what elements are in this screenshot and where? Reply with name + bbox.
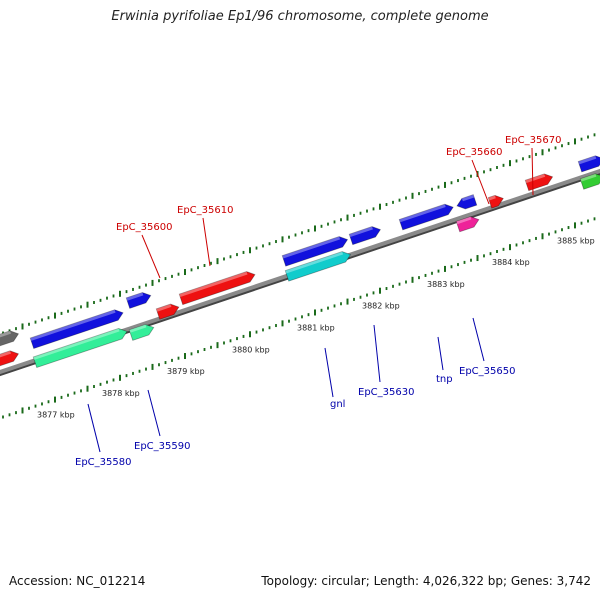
gene-label: EpC_35580 (75, 457, 131, 468)
gene-arrow (32, 328, 128, 368)
gene-arrow (284, 251, 352, 282)
scale-tick-label: 3880 kbp (232, 345, 270, 354)
gene-arrow-highlight (33, 328, 120, 360)
gene-arrow (487, 194, 504, 209)
gene-label-leader (373, 324, 381, 383)
scale-tick-label: 3877 kbp (37, 411, 75, 420)
gene-label: EpC_35650 (459, 366, 515, 377)
gene-arrow (456, 194, 478, 210)
gene-label-leader (87, 403, 101, 453)
gene-arrow-highlight (282, 236, 341, 259)
gene-label-leader (141, 234, 161, 279)
gene-arrow-highlight (30, 309, 116, 341)
gene-arrow-body (125, 292, 152, 309)
gene-arrow (579, 173, 600, 190)
gene-arrow-body (32, 328, 128, 368)
gene-arrow (281, 236, 349, 267)
gene-arrow-highlight (126, 292, 144, 301)
gene-arrow (128, 324, 155, 341)
scale-tick-label: 3884 kbp (492, 258, 530, 267)
genome-summary-text: Topology: circular; Length: 4,026,322 bp… (261, 574, 591, 588)
accession-text: Accession: NC_012214 (9, 574, 146, 588)
gene-arrow-highlight (525, 173, 546, 184)
gene-arrow-highlight (580, 173, 597, 182)
gene-arrow-body (128, 324, 155, 341)
gene-arrow (398, 203, 454, 231)
gene-arrow (125, 292, 152, 309)
gene-arrow (0, 350, 20, 370)
gene-arrow-highlight (129, 324, 147, 333)
gene-label: EpC_35660 (446, 147, 502, 158)
gene-arrow-body (178, 271, 256, 306)
gene-arrow-highlight (578, 155, 597, 165)
gene-arrow-body (0, 350, 20, 370)
gene-arrow (577, 155, 600, 173)
gene-arrow (29, 309, 124, 350)
gene-arrow-body (0, 330, 20, 350)
gene-label-leader (471, 159, 490, 205)
scale-tick-label: 3879 kbp (167, 367, 205, 376)
scale-tick-label: 3881 kbp (297, 323, 335, 332)
gene-arrow-highlight (285, 251, 344, 274)
gene-arrow (524, 173, 554, 192)
gene-arrow-body (281, 236, 349, 267)
gene-arrow-body (155, 303, 180, 320)
gene-arrow-highlight (0, 350, 12, 361)
gene-arrow-body (398, 203, 454, 231)
gene-label-leader (437, 336, 444, 371)
gene-label-leader (147, 389, 161, 437)
gene-arrow-body (577, 155, 600, 173)
gene-label: EpC_35670 (505, 135, 561, 146)
scale-tick-label: 3885 kbp (557, 236, 595, 245)
gene-arrow (178, 271, 256, 306)
gene-arrow-highlight (0, 330, 12, 341)
gene-arrow-body (487, 194, 504, 209)
scale-tick-label: 3883 kbp (427, 280, 465, 289)
gene-arrow (155, 303, 180, 320)
genome-title: Erwinia pyrifoliae Ep1/96 chromosome, co… (111, 9, 489, 24)
gene-arrow-body (29, 309, 124, 350)
gene-label: tnp (436, 374, 453, 385)
gene-label-leader (531, 147, 534, 196)
gene-arrow-body (456, 194, 478, 210)
gene-arrow-body (284, 251, 352, 282)
gene-arrow (455, 216, 480, 233)
gene-label: EpC_35600 (116, 222, 172, 233)
gene-arrow-highlight (179, 271, 248, 297)
gene-arrow-highlight (488, 195, 496, 201)
gene-arrow-highlight (156, 304, 172, 312)
gene-label: EpC_35630 (358, 387, 414, 398)
gene-label-leader (202, 217, 211, 267)
gene-label: EpC_35590 (134, 441, 190, 452)
scale-tick-label: 3878 kbp (102, 389, 140, 398)
gene-label-leader (324, 347, 334, 398)
gene-arrow-highlight (461, 194, 475, 202)
gene-arrow-highlight (456, 216, 472, 225)
gene-arrow-body (455, 216, 480, 233)
gene-arrow-highlight (349, 226, 373, 238)
gene-arrow-highlight (399, 204, 446, 223)
gene-arrow (0, 330, 20, 350)
scale-tick-label: 3882 kbp (362, 302, 400, 311)
gene-arrow-body (579, 173, 600, 190)
gene-label: EpC_35610 (177, 205, 233, 216)
gene-label: gnl (330, 399, 345, 410)
gene-arrow (348, 226, 382, 246)
gene-label-leader (472, 317, 485, 362)
gene-arrow-body (348, 226, 382, 246)
gene-arrow-body (524, 173, 554, 192)
